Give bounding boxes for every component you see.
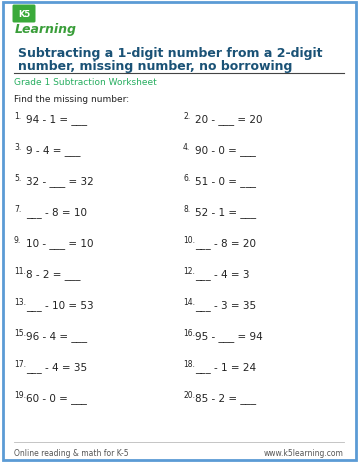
Text: 60 - 0 = ___: 60 - 0 = ___ <box>26 392 87 403</box>
Text: 20.: 20. <box>183 390 195 399</box>
FancyBboxPatch shape <box>13 6 36 24</box>
Text: 17.: 17. <box>14 359 26 368</box>
Text: 1.: 1. <box>14 112 21 121</box>
Text: 10 - ___ = 10: 10 - ___ = 10 <box>26 238 93 248</box>
Text: 6.: 6. <box>183 174 190 182</box>
Text: 18.: 18. <box>183 359 195 368</box>
Text: 12.: 12. <box>183 266 195 275</box>
Text: Online reading & math for K-5: Online reading & math for K-5 <box>14 448 129 457</box>
FancyBboxPatch shape <box>3 3 356 460</box>
Text: Find the missing number:: Find the missing number: <box>14 95 129 104</box>
Text: 11.: 11. <box>14 266 26 275</box>
Text: 85 - 2 = ___: 85 - 2 = ___ <box>195 392 256 403</box>
Text: 52 - 1 = ___: 52 - 1 = ___ <box>195 206 256 218</box>
Text: number, missing number, no borrowing: number, missing number, no borrowing <box>18 60 292 73</box>
Text: ___ - 4 = 35: ___ - 4 = 35 <box>26 361 87 372</box>
Text: 94 - 1 = ___: 94 - 1 = ___ <box>26 114 87 125</box>
Text: 13.: 13. <box>14 297 26 307</box>
Text: 5.: 5. <box>14 174 21 182</box>
Text: ___ - 1 = 24: ___ - 1 = 24 <box>195 361 256 372</box>
Text: 8 - 2 = ___: 8 - 2 = ___ <box>26 269 80 279</box>
Text: 95 - ___ = 94: 95 - ___ = 94 <box>195 330 263 341</box>
Text: 14.: 14. <box>183 297 195 307</box>
Text: 4.: 4. <box>183 143 190 152</box>
Text: 9 - 4 = ___: 9 - 4 = ___ <box>26 144 80 156</box>
Text: Grade 1 Subtraction Worksheet: Grade 1 Subtraction Worksheet <box>14 78 157 87</box>
Text: 16.: 16. <box>183 328 195 337</box>
Text: K5: K5 <box>18 10 30 19</box>
Text: 90 - 0 = ___: 90 - 0 = ___ <box>195 144 256 156</box>
Text: 96 - 4 = ___: 96 - 4 = ___ <box>26 330 87 341</box>
Text: 19.: 19. <box>14 390 26 399</box>
Text: ___ - 8 = 20: ___ - 8 = 20 <box>195 238 256 248</box>
Text: 51 - 0 = ___: 51 - 0 = ___ <box>195 175 256 187</box>
Text: ___ - 8 = 10: ___ - 8 = 10 <box>26 206 87 218</box>
Text: 10.: 10. <box>183 236 195 244</box>
Text: 9.: 9. <box>14 236 21 244</box>
Text: 20 - ___ = 20: 20 - ___ = 20 <box>195 114 262 125</box>
Text: Learning: Learning <box>15 24 77 37</box>
Text: ___ - 10 = 53: ___ - 10 = 53 <box>26 300 94 310</box>
Text: 32 - ___ = 32: 32 - ___ = 32 <box>26 175 94 187</box>
Text: 8.: 8. <box>183 205 190 213</box>
Text: 2.: 2. <box>183 112 190 121</box>
Text: ___ - 4 = 3: ___ - 4 = 3 <box>195 269 250 279</box>
Text: 7.: 7. <box>14 205 21 213</box>
Text: ___ - 3 = 35: ___ - 3 = 35 <box>195 300 256 310</box>
Text: 15.: 15. <box>14 328 26 337</box>
Text: Subtracting a 1-digit number from a 2-digit: Subtracting a 1-digit number from a 2-di… <box>18 47 322 60</box>
Text: www.k5learning.com: www.k5learning.com <box>264 448 344 457</box>
Text: 3.: 3. <box>14 143 21 152</box>
